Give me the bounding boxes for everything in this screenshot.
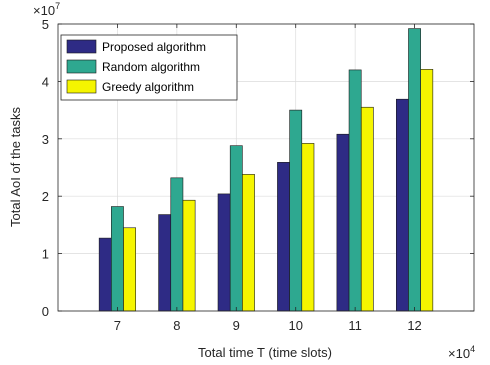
legend-swatch xyxy=(66,79,97,94)
bar-greedy-algorithm xyxy=(301,143,315,312)
x-tick-label: 8 xyxy=(173,318,180,333)
y-tick-label: 5 xyxy=(42,17,49,32)
bars-group xyxy=(98,28,434,312)
bar-proposed-algorithm xyxy=(336,133,350,312)
bar-random-algorithm xyxy=(170,177,184,312)
bar-proposed-algorithm xyxy=(277,162,290,312)
legend-label: Greedy algorithm xyxy=(102,80,194,94)
y-tick-label: 3 xyxy=(42,132,49,147)
bar-random-algorithm xyxy=(229,145,243,312)
legend: Proposed algorithm Random algorithm Greedy… xyxy=(60,34,238,101)
x-exponent-label: ×104 xyxy=(448,344,475,361)
bar-random-algorithm xyxy=(111,206,124,312)
x-tick-label: 11 xyxy=(348,318,362,333)
legend-swatch xyxy=(66,59,97,74)
plot-frame xyxy=(57,23,475,312)
legend-swatch xyxy=(66,39,97,54)
bar-proposed-algorithm xyxy=(158,214,172,312)
legend-label: Random algorithm xyxy=(102,60,200,74)
x-tick-label: 10 xyxy=(288,318,302,333)
y-tick-label: 1 xyxy=(42,247,49,262)
bar-random-algorithm xyxy=(408,28,421,312)
bar-proposed-algorithm xyxy=(98,237,112,312)
x-axis-label: Total time T (time slots) xyxy=(198,345,332,360)
x-tick-label: 12 xyxy=(407,318,421,333)
bar-greedy-algorithm xyxy=(242,174,255,312)
bar-greedy-algorithm xyxy=(420,69,434,312)
bar-proposed-algorithm xyxy=(395,98,409,312)
bar-greedy-algorithm xyxy=(182,199,196,312)
x-tick-label: 7 xyxy=(114,318,121,333)
bar-random-algorithm xyxy=(289,109,303,312)
y-tick-label: 0 xyxy=(42,304,49,319)
bar-greedy-algorithm xyxy=(123,227,137,312)
y-tick-label: 4 xyxy=(42,74,49,89)
y-tick-label: 2 xyxy=(42,189,49,204)
bar-random-algorithm xyxy=(348,69,362,312)
bar-proposed-algorithm xyxy=(217,193,231,312)
y-axis-label: Total AoI of the tasks xyxy=(8,107,23,227)
x-tick-label: 9 xyxy=(233,318,240,333)
bar-greedy-algorithm xyxy=(360,106,374,312)
y-exponent-label: ×107 xyxy=(33,1,60,18)
legend-label: Proposed algorithm xyxy=(102,40,206,54)
